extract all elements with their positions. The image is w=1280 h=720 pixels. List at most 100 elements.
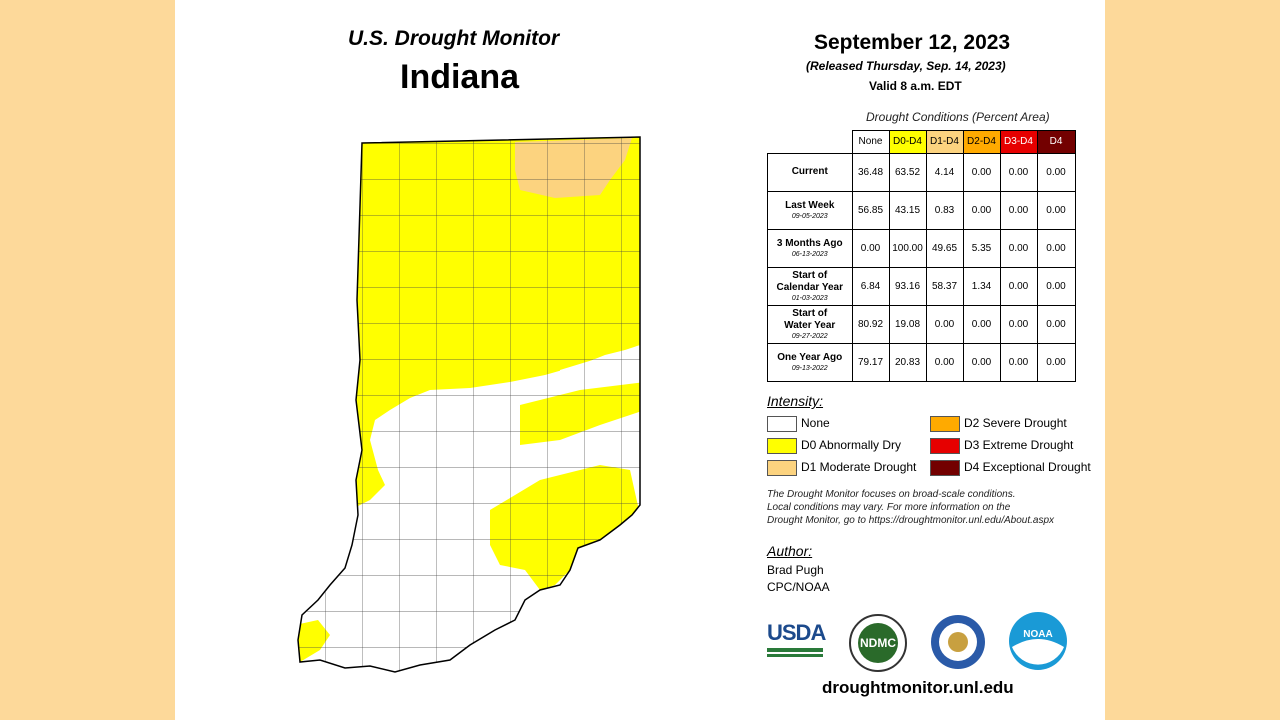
cell: 80.92 [851,304,890,344]
author-line: CPC/NOAA [767,580,830,594]
legend-swatch [930,460,960,476]
legend-title: Intensity: [767,393,824,409]
row-label: Start of Water Year 09-27-2022 [767,304,853,344]
legend-swatch [767,438,797,454]
table-row: Start of Water Year 09-27-2022 80.92 19.08 0.… [767,304,1076,344]
legend-label: D3 Extreme Drought [964,438,1074,452]
usda-logo: USDA [767,620,826,657]
column-header: D4 [1036,130,1076,154]
author: Brad Pugh CPC/NOAA [767,562,830,596]
cell: 58.37 [925,266,964,306]
column-header: D2-D4 [962,130,1001,154]
cell: 49.65 [925,228,964,268]
row-date: 09-27-2022 [791,332,828,340]
table-row: Start of Calendar Year 01-03-2023 6.84 93.16… [767,266,1076,306]
column-header: None [851,130,890,154]
cell: 0.00 [925,342,964,382]
row-label-line: One Year Ago [777,351,843,363]
legend-swatch [930,416,960,432]
cell: 5.35 [962,228,1001,268]
table-row: Current 36.48 63.52 4.14 0.00 0.00 0.00 [767,152,1076,192]
column-header: D0-D4 [888,130,927,154]
cell: 0.00 [999,342,1038,382]
row-date: 06-13-2023 [791,250,828,258]
notes: The Drought Monitor focuses on broad-sca… [767,488,1054,527]
cell: 0.00 [1036,190,1076,230]
cell: 79.17 [851,342,890,382]
noaa-logo: NOAA [1009,612,1067,670]
logo-text: NOAA [1023,629,1052,640]
cell: 0.00 [1036,304,1076,344]
corner [768,131,853,154]
row-label: 3 Months Ago 06-13-2023 [767,228,853,268]
row-label-line: Last Week [785,199,835,211]
cell: 0.00 [1036,152,1076,192]
cell: 0.00 [851,228,890,268]
row-label-line: Calendar Year [776,281,844,293]
row-date: 09-13-2022 [791,364,828,372]
cell: 0.00 [999,190,1038,230]
cell: 100.00 [888,228,927,268]
cell: 0.00 [962,342,1001,382]
legend-swatch [930,438,960,454]
legend-swatch [767,460,797,476]
cell: 1.34 [962,266,1001,306]
note-line: Drought Monitor, go to https://droughtmo… [767,515,1055,526]
cell: 0.00 [999,304,1038,344]
table-row: 3 Months Ago 06-13-2023 0.00 100.00 49.65 5.3… [767,228,1076,268]
author-title: Author: [767,543,813,559]
cell: 0.00 [962,190,1001,230]
note-line: The Drought Monitor focuses on broad-sca… [767,489,1016,500]
column-header: D1-D4 [925,130,964,154]
cell: 93.16 [888,266,927,306]
table-row: Last Week 09-05-2023 56.85 43.15 0.83 0.00 0.0… [767,190,1076,230]
row-label-line: Start of [792,307,828,319]
cell: 0.00 [1036,228,1076,268]
header-row: None D0-D4 D1-D4 D2-D4 D3-D4 D4 [768,130,1076,154]
drought-areas [298,137,640,672]
url: droughtmonitor.unl.edu [822,678,1014,697]
legend-swatch [767,416,797,432]
row-label-line: Start of [792,269,828,281]
row-date: 01-03-2023 [791,294,828,302]
cell: 63.52 [888,152,927,192]
note-line: Local conditions may vary. For more info… [767,502,1011,513]
row-label: Last Week 09-05-2023 [767,190,853,230]
author-line: Brad Pugh [767,563,824,577]
logo-text: NDMC [860,636,896,650]
row-label: Current [767,152,853,192]
cell: 0.00 [925,304,964,344]
legend-label: D0 Abnormally Dry [801,438,902,452]
legend-label: D4 Exceptional Drought [964,460,1091,474]
legend-label: D2 Severe Drought [964,416,1067,430]
row-label: Start of Calendar Year 01-03-2023 [767,266,853,306]
map-date: September 12, 2023 [814,31,1011,54]
row-date: 09-05-2023 [791,212,828,220]
cell: 20.83 [888,342,927,382]
row-label-line: Current [791,166,828,177]
row-label-line: 3 Months Ago [776,237,843,249]
cell: 0.00 [999,152,1038,192]
cell: 0.00 [1036,266,1076,306]
legend-label: D1 Moderate Drought [801,460,917,474]
cell: 6.84 [851,266,890,306]
legend-label: None [801,416,830,430]
ndmc-logo: NDMC [849,614,907,672]
conditions-table: None D0-D4 D1-D4 D2-D4 D3-D4 D4 Current 36.48 63… [767,130,1076,382]
cell: 0.00 [962,152,1001,192]
cell: 43.15 [888,190,927,230]
table-row: One Year Ago 09-13-2022 79.17 20.83 0.00 0.00… [767,342,1076,382]
state-title: Indiana [400,58,520,96]
cell: 0.00 [999,228,1038,268]
cell: 4.14 [925,152,964,192]
program-title: U.S. Drought Monitor [348,27,560,50]
row-label: One Year Ago 09-13-2022 [767,342,853,382]
row-label-line: Water Year [784,319,836,331]
release-date: (Released Thursday, Sep. 14, 2023) [806,59,1006,73]
doc-logo [931,615,985,669]
valid-time: Valid 8 a.m. EDT [869,79,962,93]
cell: 0.00 [962,304,1001,344]
cell: 0.00 [999,266,1038,306]
cell: 19.08 [888,304,927,344]
